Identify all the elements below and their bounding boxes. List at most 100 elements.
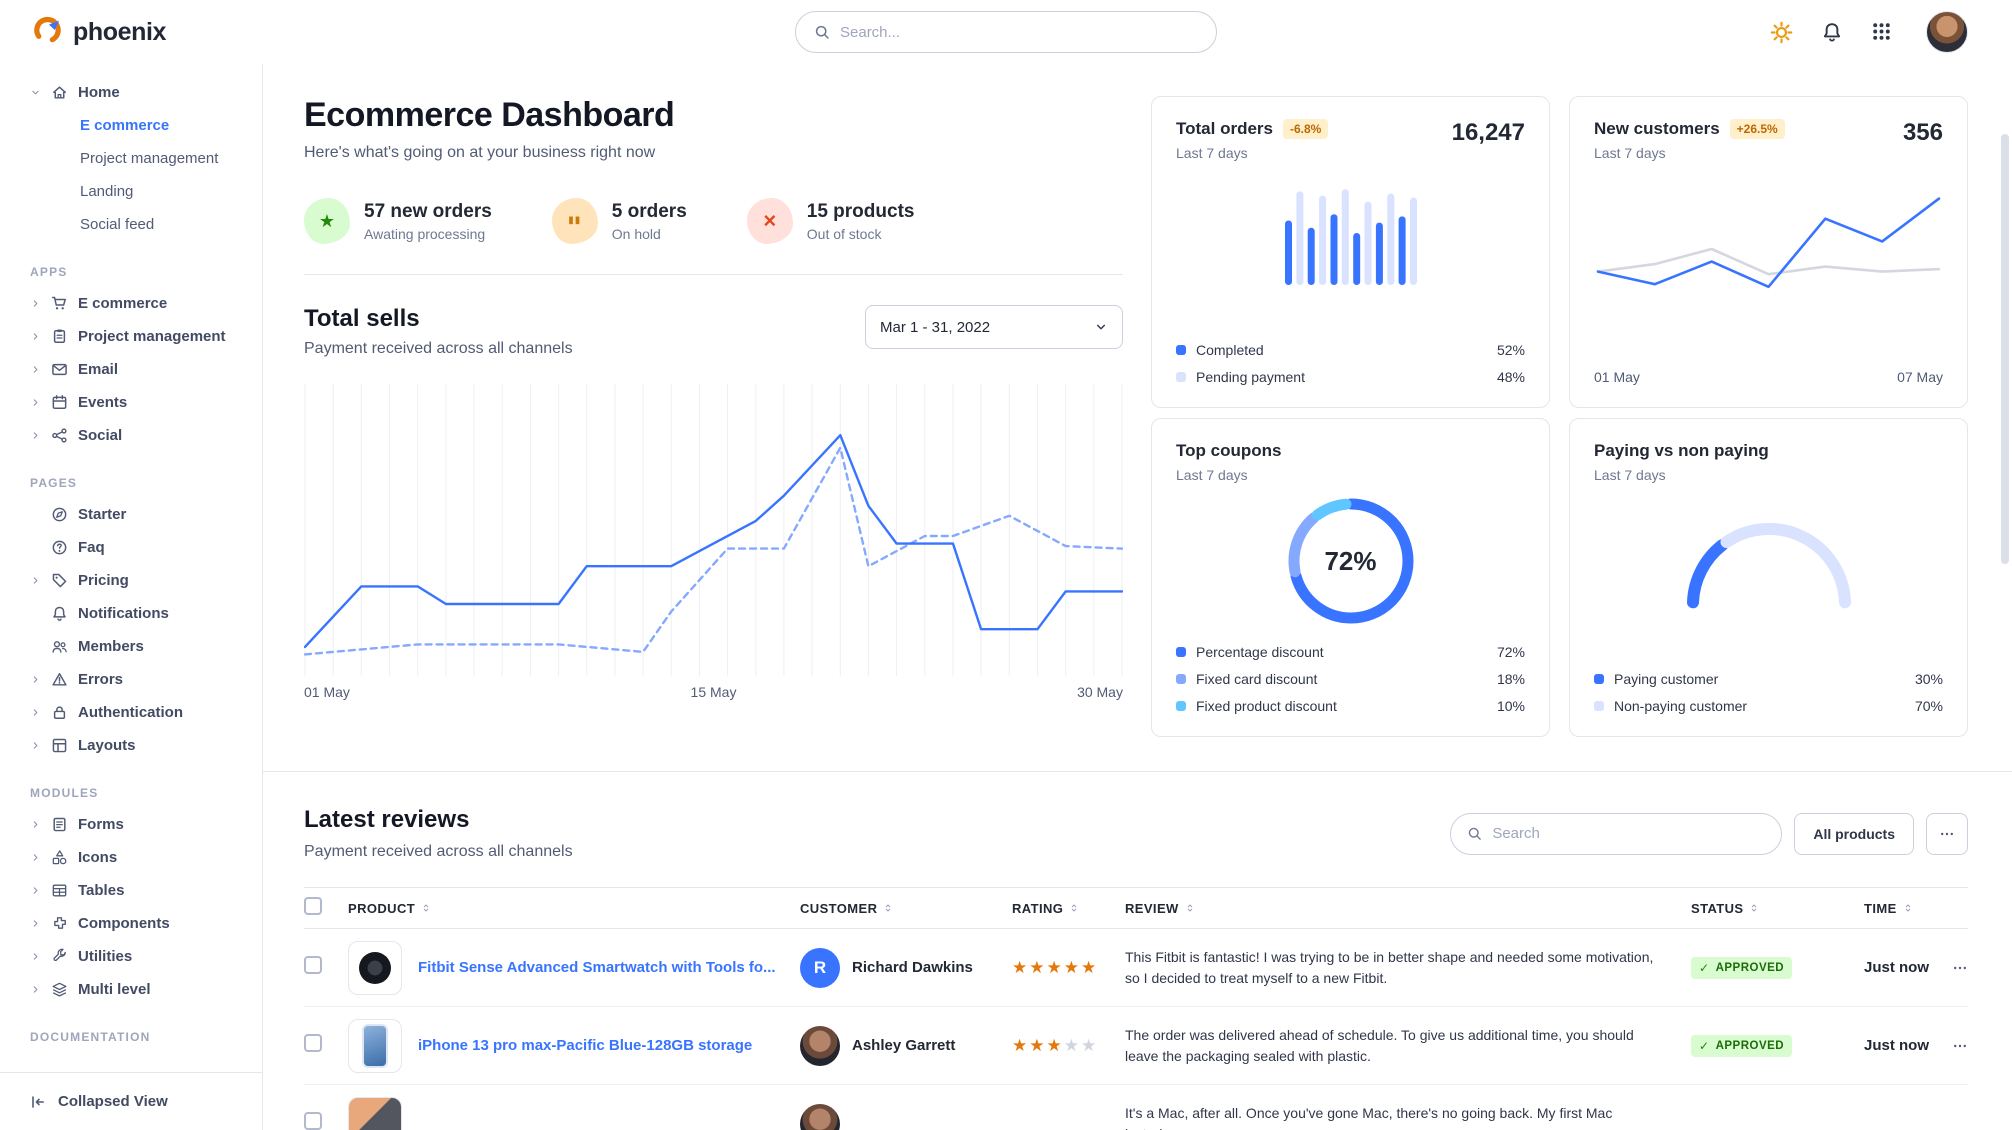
sidebar-item-e-commerce[interactable]: E commerce bbox=[80, 117, 170, 134]
sidebar-item-project-management[interactable]: Project management bbox=[80, 150, 219, 167]
sort-icon[interactable] bbox=[1748, 902, 1760, 914]
status-badge: ✓ APPROVED bbox=[1691, 1034, 1793, 1057]
sort-icon[interactable] bbox=[1068, 902, 1080, 914]
product-link[interactable]: iPhone 13 pro max-Pacific Blue-128GB sto… bbox=[418, 1037, 753, 1054]
reviews-menu-button[interactable] bbox=[1926, 812, 1968, 855]
search-input[interactable] bbox=[840, 23, 1198, 41]
column-header-rating[interactable]: RATING bbox=[1012, 901, 1125, 916]
sidebar-item-label: Utilities bbox=[78, 948, 133, 965]
chevron-right-icon bbox=[30, 430, 41, 441]
sidebar-item-errors[interactable]: Errors bbox=[0, 663, 262, 696]
row-checkbox[interactable] bbox=[304, 1034, 322, 1052]
column-header-label: PRODUCT bbox=[348, 900, 416, 916]
sort-icon[interactable] bbox=[1184, 902, 1196, 914]
legend-item: Paying customer 30% bbox=[1594, 671, 1943, 687]
sidebar-item-label: Notifications bbox=[78, 605, 169, 622]
legend-value: 18% bbox=[1496, 671, 1525, 687]
column-header-review[interactable]: REVIEW bbox=[1125, 901, 1691, 916]
apps-grid-button[interactable] bbox=[1870, 21, 1893, 44]
theme-toggle-button[interactable] bbox=[1770, 21, 1793, 44]
legend-swatch bbox=[1594, 701, 1604, 711]
sidebar-item-landing[interactable]: Landing bbox=[80, 183, 134, 200]
stat-caption: Out of stock bbox=[806, 225, 882, 242]
date-range-select[interactable]: Mar 1 - 31, 2022 bbox=[865, 305, 1123, 349]
row-menu-button[interactable] bbox=[1940, 960, 1968, 976]
tag-icon bbox=[51, 572, 68, 589]
legend-label: Fixed card discount bbox=[1196, 671, 1318, 687]
top-coupons-donut-chart: 72% bbox=[1285, 495, 1417, 627]
scrollbar[interactable] bbox=[2001, 134, 2009, 564]
chevron-right-icon bbox=[30, 707, 41, 718]
reviews-search[interactable] bbox=[1450, 812, 1783, 855]
pause-icon: ▮▮ bbox=[551, 198, 598, 244]
sidebar-item-icons[interactable]: Icons bbox=[0, 841, 262, 874]
column-header-label: RATING bbox=[1012, 900, 1064, 916]
sun-icon bbox=[1770, 21, 1793, 44]
column-header-customer[interactable]: CUSTOMER bbox=[800, 901, 1012, 916]
sort-icon[interactable] bbox=[420, 902, 432, 914]
column-header-product[interactable]: PRODUCT bbox=[348, 901, 800, 916]
product-link[interactable]: Fitbit Sense Advanced Smartwatch with To… bbox=[418, 959, 776, 976]
sidebar-item-authentication[interactable]: Authentication bbox=[0, 696, 262, 729]
product-thumbnail[interactable] bbox=[348, 1096, 402, 1130]
sidebar-item-components[interactable]: Components bbox=[0, 907, 262, 940]
sidebar-item-pricing[interactable]: Pricing bbox=[0, 564, 262, 597]
x-icon: × bbox=[746, 198, 793, 244]
x-tick: 15 May bbox=[690, 684, 737, 700]
sidebar-item-project-management[interactable]: Project management bbox=[0, 320, 262, 353]
latest-reviews-section: Latest reviews Payment received across a… bbox=[304, 806, 1968, 1130]
stat-value: 15 products bbox=[806, 200, 915, 222]
reviews-search-input[interactable] bbox=[1492, 825, 1766, 842]
envelope-icon bbox=[51, 361, 68, 378]
row-menu-button[interactable] bbox=[1940, 1038, 1968, 1054]
column-header-status[interactable]: STATUS bbox=[1691, 901, 1864, 916]
legend-value: 10% bbox=[1496, 698, 1525, 714]
chevron-right-icon bbox=[30, 740, 41, 751]
sidebar-item-label: Layouts bbox=[78, 737, 136, 754]
sidebar-item-email[interactable]: Email bbox=[0, 353, 262, 386]
sidebar-item-label: Faq bbox=[78, 539, 105, 556]
stat-on-hold: ▮▮ 5 orders On hold bbox=[551, 198, 687, 244]
select-all-checkbox[interactable] bbox=[304, 896, 322, 915]
sidebar-item-social[interactable]: Social bbox=[0, 419, 262, 452]
legend-label: Percentage discount bbox=[1196, 644, 1324, 660]
sidebar-section-title: MODULES bbox=[30, 786, 99, 800]
sidebar-item-forms[interactable]: Forms bbox=[0, 808, 262, 841]
sidebar-item-multi-level[interactable]: Multi level bbox=[0, 973, 262, 1006]
paying-gauge-chart bbox=[1594, 505, 1943, 615]
all-products-button[interactable]: All products bbox=[1794, 812, 1914, 855]
x-tick: 01 May bbox=[304, 684, 350, 700]
user-avatar[interactable] bbox=[1926, 11, 1968, 53]
row-checkbox[interactable] bbox=[304, 956, 322, 974]
total-orders-card: Total orders -6.8% Last 7 days 16,247 Co… bbox=[1151, 96, 1550, 408]
sidebar-item-tables[interactable]: Tables bbox=[0, 874, 262, 907]
navbar-search[interactable] bbox=[795, 11, 1217, 53]
brand[interactable]: phoenix bbox=[30, 13, 166, 51]
sidebar-item-layouts[interactable]: Layouts bbox=[0, 729, 262, 762]
sidebar-item-home[interactable]: Home bbox=[0, 76, 262, 109]
sidebar-item-e-commerce[interactable]: E commerce bbox=[0, 287, 262, 320]
sidebar-item-label: Events bbox=[78, 394, 128, 411]
product-thumbnail[interactable] bbox=[348, 1018, 402, 1073]
ellipsis-icon bbox=[1952, 960, 1968, 976]
sidebar-item-social-feed[interactable]: Social feed bbox=[80, 216, 155, 233]
product-thumbnail[interactable] bbox=[348, 940, 402, 995]
chevron-down-icon bbox=[30, 87, 41, 98]
sidebar-item-events[interactable]: Events bbox=[0, 386, 262, 419]
sidebar-section-apps: APPS E commerce Project management Email… bbox=[0, 257, 262, 452]
sidebar-item-members[interactable]: Members bbox=[0, 630, 262, 663]
chevron-right-icon bbox=[30, 397, 41, 408]
column-header-time[interactable]: TIME bbox=[1864, 901, 1940, 916]
notifications-button[interactable] bbox=[1820, 21, 1843, 44]
search-icon bbox=[1467, 826, 1482, 841]
sort-icon[interactable] bbox=[1902, 902, 1914, 914]
sort-icon[interactable] bbox=[882, 902, 894, 914]
sidebar-item-utilities[interactable]: Utilities bbox=[0, 940, 262, 973]
collapsed-view-toggle[interactable]: Collapsed View bbox=[0, 1072, 262, 1130]
sidebar-item-faq[interactable]: Faq bbox=[0, 531, 262, 564]
home-icon bbox=[51, 84, 68, 101]
row-checkbox[interactable] bbox=[304, 1112, 322, 1130]
sidebar-item-starter[interactable]: Starter bbox=[0, 498, 262, 531]
sidebar-item-notifications[interactable]: Notifications bbox=[0, 597, 262, 630]
x-tick-end: 07 May bbox=[1897, 369, 1943, 385]
